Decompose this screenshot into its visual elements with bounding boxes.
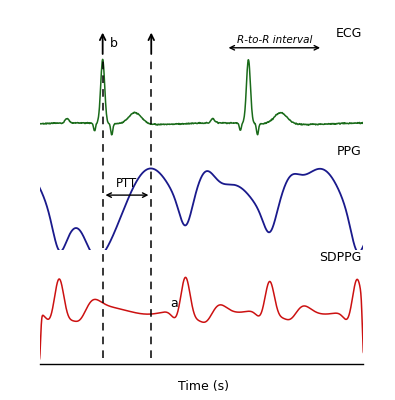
- Text: b: b: [110, 37, 118, 50]
- Text: Time (s): Time (s): [178, 380, 229, 393]
- Text: PTT: PTT: [117, 177, 137, 190]
- Text: R-to-R interval: R-to-R interval: [237, 34, 312, 44]
- Text: SDPPG: SDPPG: [320, 251, 362, 264]
- Text: PPG: PPG: [337, 145, 362, 158]
- Text: a: a: [171, 297, 178, 310]
- Text: ECG: ECG: [335, 28, 362, 40]
